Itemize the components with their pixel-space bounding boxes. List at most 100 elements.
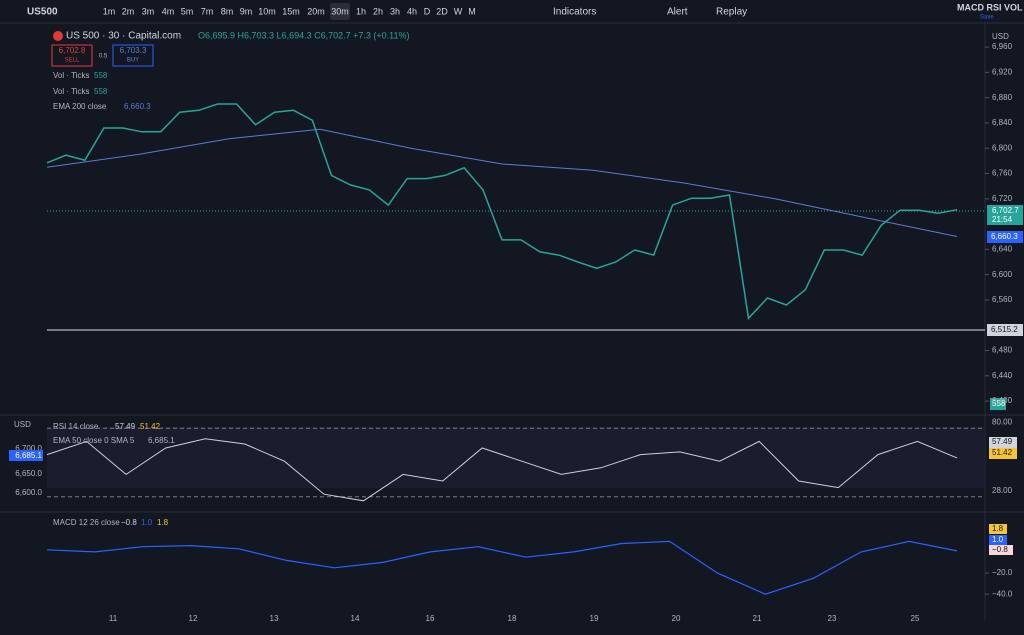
y-tick-label: 6,720: [992, 194, 1013, 203]
x-tick-label: 19: [590, 614, 599, 623]
x-tick-label: 11: [109, 614, 118, 623]
x-tick-label: 13: [270, 614, 279, 623]
macd-legend: MACD 12 26 close: [53, 518, 120, 527]
x-tick-label: 20: [672, 614, 681, 623]
macd-line: [46, 540, 958, 595]
volume-value: 558: [992, 399, 1006, 408]
y-tick-label: 6,960: [992, 42, 1013, 51]
sell-button[interactable]: [51, 44, 93, 67]
vol-legend: Vol · Ticks: [53, 71, 89, 80]
symbol[interactable]: US500: [27, 7, 58, 18]
interval[interactable]: 1m: [103, 6, 116, 16]
vol-value: 558: [94, 87, 108, 96]
interval[interactable]: 7m: [201, 6, 214, 16]
left-tick: 6,650.0: [15, 469, 42, 478]
legend-symbol: US 500 · 30 · Capital.com: [66, 31, 181, 42]
macd-tag-value: 1.0: [992, 535, 1004, 544]
vol-legend: Vol · Ticks: [53, 87, 89, 96]
y-tick-label: 6,760: [992, 169, 1013, 178]
y-tick-label: 6,480: [992, 346, 1013, 355]
interval[interactable]: 4m: [162, 6, 175, 16]
rsi-ema-legend: EMA 50 close 0 SMA 5: [53, 436, 135, 445]
interval[interactable]: 3h: [390, 6, 400, 16]
macd-tick-label: −20.0: [992, 568, 1013, 577]
last-price: 6,702.7: [992, 206, 1019, 215]
interval[interactable]: 2D: [436, 6, 448, 16]
interval[interactable]: M: [468, 6, 476, 16]
ema-legend: EMA 200 close: [53, 102, 107, 111]
rsi-sma-tag: [989, 448, 1017, 459]
buy-label[interactable]: BUY: [127, 58, 139, 64]
rsi-band: [47, 427, 985, 488]
interval[interactable]: 15m: [282, 6, 300, 16]
interval[interactable]: 3m: [142, 6, 155, 16]
indicators[interactable]: Indicators: [553, 7, 596, 18]
y-tick-label: 6,920: [992, 67, 1013, 76]
rsi-tag-value: 57.49: [992, 437, 1013, 446]
replay[interactable]: Replay: [716, 7, 747, 18]
y-tick-label: 6,440: [992, 371, 1013, 380]
x-tick-label: 25: [911, 614, 920, 623]
price-line: [46, 103, 958, 320]
interval[interactable]: 10m: [258, 6, 276, 16]
interval[interactable]: 20m: [307, 6, 325, 16]
currency[interactable]: USD: [992, 32, 1009, 41]
y-tick-label: 6,640: [992, 244, 1013, 253]
signal-value: 1.0: [141, 518, 153, 527]
macd-tag: [989, 545, 1013, 555]
line-price: 6,515.2: [991, 325, 1018, 334]
y-tick-label: 6,800: [992, 143, 1013, 152]
macd-tag-value: 1.8: [992, 524, 1004, 533]
x-tick-label: 21: [753, 614, 762, 623]
interval[interactable]: 8m: [221, 6, 234, 16]
ema-value: 6,660.3: [124, 102, 151, 111]
interval[interactable]: D: [424, 6, 431, 16]
x-tick-label: 16: [426, 614, 435, 623]
x-tick-label: 14: [351, 614, 360, 623]
ema-price: 6,660.3: [991, 232, 1018, 241]
x-tick-label: 23: [828, 614, 837, 623]
alert[interactable]: Alert: [667, 7, 688, 18]
y-tick-label: 6,560: [992, 295, 1013, 304]
buy-price[interactable]: 6,703.3: [120, 46, 147, 55]
y-tick-label: 6,400: [992, 396, 1013, 405]
rsi-line: [46, 438, 958, 502]
interval-active: [330, 3, 350, 20]
macd-tag-value: −0.8: [992, 545, 1008, 554]
sell-price[interactable]: 6,702.8: [59, 46, 86, 55]
rsi-currency: USD: [14, 420, 31, 429]
vol-value: 558: [94, 71, 108, 80]
macd-tick-label: −40.0: [992, 589, 1013, 598]
left-tick: 6,600.0: [15, 488, 42, 497]
rsi-ema-value: 6,685.1: [148, 436, 175, 445]
rsi-tag: [989, 437, 1017, 448]
layout-name[interactable]: MACD RSI VOL: [957, 2, 1023, 12]
interval[interactable]: 30m: [331, 6, 349, 16]
interval[interactable]: 1h: [356, 6, 366, 16]
symbol-icon: [53, 31, 63, 41]
interval[interactable]: W: [454, 6, 463, 16]
left-tag: [9, 450, 43, 461]
save[interactable]: Save: [980, 15, 994, 21]
macd-tag: [989, 524, 1007, 534]
y-tick-label: 6,600: [992, 270, 1013, 279]
toolbar: [0, 0, 1024, 23]
interval[interactable]: 2m: [122, 6, 135, 16]
rsi-tick-label: 80.00: [992, 417, 1013, 426]
rsi-tick-label: 28.00: [992, 486, 1013, 495]
sell-label[interactable]: SELL: [65, 58, 80, 64]
buy-button[interactable]: [112, 44, 154, 67]
rsi-sma-tag-value: 51.42: [992, 448, 1013, 457]
y-tick-label: 6,880: [992, 93, 1013, 102]
left-tick: 6,700.0: [15, 444, 42, 453]
rsi-sma-value: 51.42: [140, 422, 161, 431]
interval[interactable]: 5m: [181, 6, 194, 16]
macd-value: −0.8: [121, 518, 137, 527]
interval[interactable]: 9m: [240, 6, 253, 16]
interval[interactable]: 2h: [373, 6, 383, 16]
x-tick-label: 12: [189, 614, 198, 623]
interval[interactable]: 4h: [407, 6, 417, 16]
legend-ohlc: O6,695.9 H6,703.3 L6,694.3 C6,702.7 +7.3…: [198, 30, 410, 40]
